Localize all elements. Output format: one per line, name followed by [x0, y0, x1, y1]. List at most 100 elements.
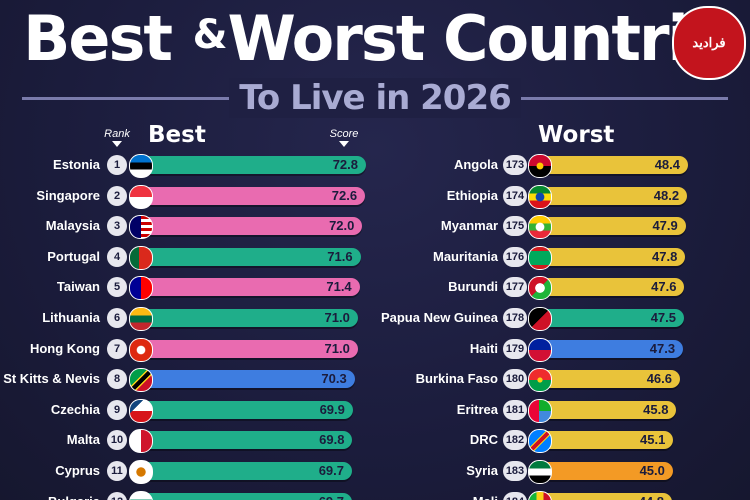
ethiopia-flag-icon: [528, 184, 552, 209]
country-label: DRC: [469, 432, 498, 448]
rank-label-text: Rank: [104, 128, 130, 140]
rank-badge: 175: [503, 216, 527, 237]
score-label: 71.6: [327, 248, 353, 264]
country-label: Malta: [66, 432, 100, 448]
cyprus-flag-icon: [129, 460, 153, 484]
title-best: Best: [23, 2, 173, 75]
score-bar: [538, 492, 672, 500]
score-bar: [140, 400, 353, 419]
score-label: 47.3: [649, 340, 676, 356]
country-label: Papua New Guinea: [380, 310, 498, 325]
papua-new-guinea-flag-icon: [528, 307, 552, 331]
bar-row: St Kitts & Nevis 8 70.3: [0, 368, 750, 393]
score-bar: [140, 247, 361, 266]
bar-row: Burkina Faso 180 46.6: [0, 368, 750, 393]
score-label: 69.9: [319, 401, 345, 417]
country-label: Haiti: [469, 340, 498, 356]
country-label: Mali: [298, 492, 498, 500]
rank-badge: 181: [503, 399, 527, 420]
score-bar: [538, 186, 688, 205]
bar-row: Taiwan 5 71.4: [0, 276, 750, 301]
rank-badge: 184: [503, 491, 527, 500]
score-column-label: Score: [326, 128, 362, 147]
bar-row: Eritrea 181 45.8: [0, 398, 750, 423]
score-bar: [140, 462, 352, 480]
score-bar: [538, 247, 686, 266]
down-arrow-icon: [112, 141, 122, 147]
czechia-flag-icon: [129, 398, 153, 423]
score-label: 48.4: [654, 157, 680, 172]
rank-badge: 5: [107, 277, 127, 298]
score-label: 69.7: [318, 463, 344, 478]
score-label: 71.0: [324, 340, 350, 356]
score-label: 46.6: [646, 371, 672, 387]
bar-row: Bulgaria 12 69.7: [0, 490, 750, 500]
country-label: Cyprus: [55, 463, 100, 478]
portugal-flag-icon: [129, 245, 153, 270]
rank-badge: 6: [107, 308, 127, 328]
country-label: Syria: [466, 463, 498, 478]
myanmar-flag-icon: [528, 215, 552, 240]
country-label: Ethiopia: [446, 187, 498, 203]
rank-badge: 178: [503, 308, 527, 328]
score-bar: [140, 431, 353, 450]
score-label: 72.0: [329, 218, 355, 234]
page-title: Best &Worst Countrie: [0, 2, 750, 75]
country-label: Czechia: [50, 401, 100, 417]
score-label: 47.9: [652, 218, 678, 234]
down-arrow-icon: [339, 141, 349, 147]
burundi-flag-icon: [528, 276, 552, 301]
angola-flag-icon: [528, 154, 552, 178]
drc-flag-icon: [528, 429, 552, 454]
rank-badge: 3: [107, 216, 127, 237]
country-label: Myanmar: [440, 218, 498, 234]
rank-badge: 177: [503, 277, 527, 298]
score-bar: [140, 370, 355, 389]
country-label: Eritrea: [456, 401, 498, 417]
rank-badge: 180: [503, 369, 527, 390]
score-label: 47.8: [652, 248, 678, 264]
rank-badge: 183: [503, 461, 527, 481]
score-bar: [140, 156, 366, 174]
score-label: 45.0: [639, 463, 665, 478]
logo-text: فرادید: [692, 35, 726, 50]
bar-row: Cyprus 11 69.7: [0, 460, 750, 484]
country-label: Hong Kong: [29, 340, 100, 356]
subtitle-divider-right: [508, 97, 728, 100]
score-label-text: Score: [329, 128, 359, 140]
country-label: Bulgaria: [0, 492, 100, 500]
rank-badge: 174: [503, 185, 527, 206]
bar-row: Mali 184 44.8: [0, 490, 750, 500]
bar-row: Hong Kong 7 71.0: [0, 337, 750, 362]
bar-row: Lithuania 6 71.0: [0, 307, 750, 331]
score-label: 45.1: [640, 432, 666, 448]
score-bar: [538, 156, 688, 174]
malaysia-flag-icon: [129, 215, 153, 240]
bar-row: DRC 182 45.1: [0, 429, 750, 454]
score-label: 44.8: [624, 492, 664, 500]
syria-flag-icon: [528, 460, 552, 484]
bar-row: Myanmar 175 47.9: [0, 215, 750, 240]
score-label: 70.3: [321, 371, 347, 387]
best-heading: Best: [148, 122, 206, 148]
score-bar: [538, 400, 677, 419]
country-label: Burkina Faso: [415, 371, 498, 387]
title-ampersand: &: [192, 12, 228, 58]
eritrea-flag-icon: [528, 398, 552, 423]
page-subtitle: To Live in 2026: [0, 78, 750, 118]
burkina-faso-flag-icon: [528, 368, 552, 393]
bar-row: Portugal 4 71.6: [0, 245, 750, 270]
bar-row: Estonia 1 72.8: [0, 154, 750, 178]
rank-badge: 9: [107, 399, 127, 420]
estonia-flag-icon: [129, 154, 153, 178]
lithuania-flag-icon: [129, 307, 153, 331]
haiti-flag-icon: [528, 337, 552, 362]
rank-column-label: Rank: [100, 128, 134, 147]
score-bar: [538, 339, 684, 358]
subtitle-text: To Live in 2026: [229, 78, 521, 118]
score-label: 47.6: [651, 279, 677, 295]
score-label: 45.8: [643, 401, 669, 417]
country-label: Burundi: [448, 279, 498, 295]
score-bar: [538, 217, 686, 236]
subtitle-row: To Live in 2026: [0, 78, 750, 118]
